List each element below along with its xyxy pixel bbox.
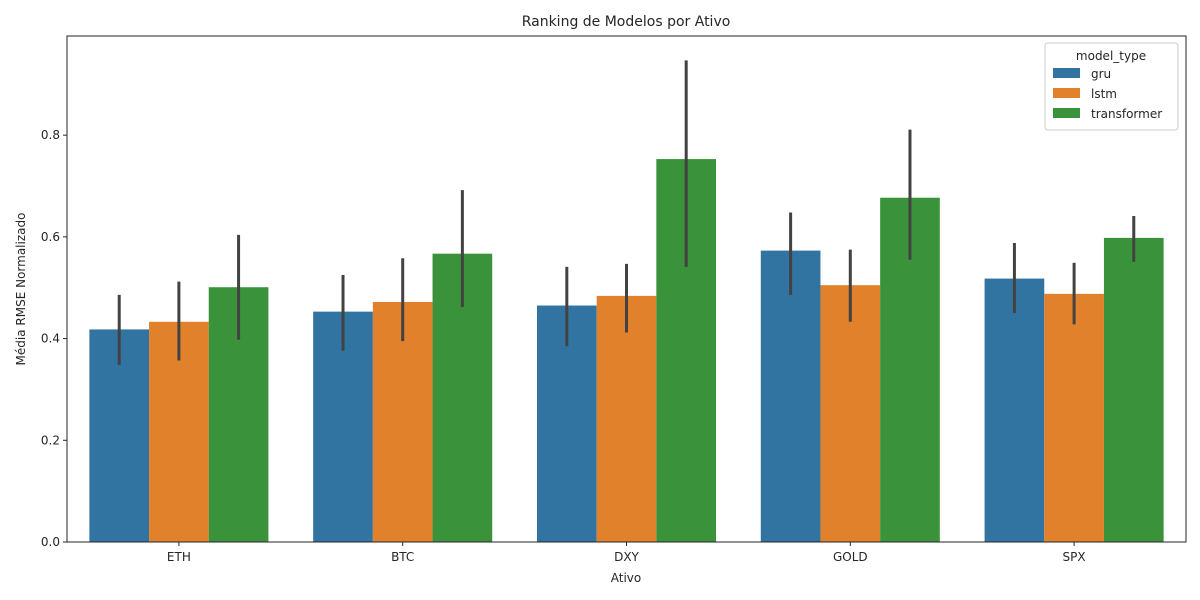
y-tick-label: 0.2: [41, 433, 60, 447]
x-tick-label: BTC: [391, 550, 414, 564]
x-axis: ETH BTC DXY GOLD SPX: [167, 542, 1086, 564]
bar-gold-lstm: [820, 285, 881, 542]
bar-spx-gru: [984, 278, 1045, 542]
legend-label-gru: gru: [1091, 67, 1111, 81]
y-tick-label: 0.8: [41, 128, 60, 142]
bar-spx-transformer: [1103, 237, 1164, 542]
bar-spx-lstm: [1044, 293, 1104, 542]
y-tick-label: 0.4: [41, 332, 60, 346]
x-tick-label: DXY: [614, 550, 639, 564]
y-tick-label: 0.6: [41, 230, 60, 244]
bars-layer: [89, 159, 1164, 543]
bar-btc-lstm: [372, 301, 433, 542]
legend-swatch-lstm: [1053, 88, 1080, 98]
legend-swatch-transformer: [1053, 108, 1080, 118]
errorbars-layer: [117, 60, 1136, 366]
bar-gold-gru: [760, 250, 821, 543]
y-axis: 0.0 0.2 0.4 0.6 0.8: [41, 128, 67, 549]
y-axis-label: Média RMSE Normalizado: [14, 213, 28, 366]
x-tick-label: GOLD: [833, 550, 868, 564]
legend-swatch-gru: [1053, 68, 1080, 78]
y-tick-label: 0.0: [41, 535, 60, 549]
legend-entries: gru lstm transformer: [1053, 67, 1162, 121]
chart-title: Ranking de Modelos por Ativo: [522, 14, 731, 30]
legend-label-lstm: lstm: [1091, 87, 1117, 101]
legend-title: model_type: [1076, 49, 1146, 63]
x-tick-label: SPX: [1063, 550, 1086, 564]
legend: model_type gru lstm transformer: [1044, 42, 1179, 131]
legend-label-transformer: transformer: [1091, 107, 1162, 121]
x-axis-label: Ativo: [611, 571, 641, 585]
bar-dxy-lstm: [596, 295, 657, 542]
x-tick-label: ETH: [167, 550, 191, 564]
